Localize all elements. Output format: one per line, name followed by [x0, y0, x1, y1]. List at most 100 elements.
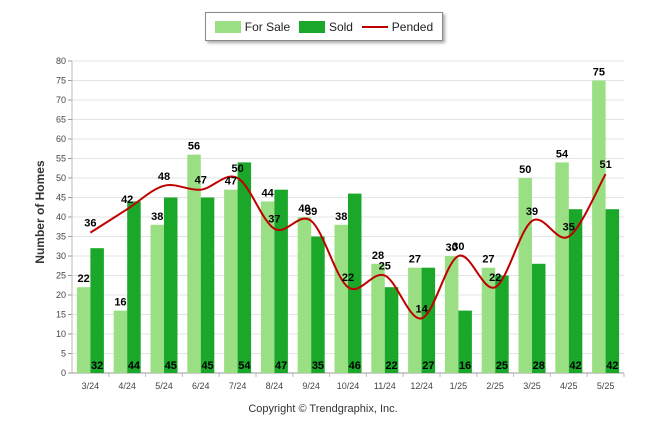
data-label-sold: 32: [91, 360, 103, 372]
y-tick-label: 45: [56, 193, 66, 203]
data-label-pended: 35: [563, 222, 575, 234]
data-label-for-sale: 38: [151, 211, 163, 223]
data-label-pended: 39: [305, 206, 317, 218]
x-tick-label: 5/25: [597, 381, 615, 391]
bar-for-sale: [260, 201, 275, 373]
y-axis-title: Number of Homes: [33, 160, 47, 264]
x-tick-label: 11/24: [374, 381, 396, 391]
data-label-sold: 28: [533, 360, 545, 372]
data-label-pended: 22: [489, 272, 501, 284]
data-label-for-sale: 22: [78, 273, 90, 285]
bar-sold: [200, 197, 215, 373]
bar-for-sale: [113, 310, 128, 373]
chart-legend: For Sale Sold Pended: [205, 12, 443, 41]
data-label-sold: 46: [349, 360, 361, 372]
y-tick-label: 55: [56, 154, 66, 164]
y-tick-label: 35: [56, 232, 66, 242]
bar-sold: [458, 310, 472, 373]
x-tick-label: 4/24: [118, 381, 136, 391]
bar-sold: [384, 287, 399, 373]
x-tick-label: 12/24: [410, 381, 433, 391]
x-tick-label: 4/25: [560, 381, 578, 391]
y-tick-label: 20: [56, 290, 66, 300]
data-label-for-sale: 75: [593, 67, 605, 79]
legend-item-for-sale: For Sale: [214, 19, 291, 34]
data-label-pended: 50: [231, 163, 243, 175]
y-tick-label: 30: [56, 251, 66, 261]
bar-sold: [605, 209, 620, 373]
x-tick-label: 6/24: [192, 381, 210, 391]
data-label-sold: 45: [165, 360, 177, 372]
y-tick-label: 25: [56, 271, 66, 281]
data-label-for-sale: 47: [225, 176, 237, 188]
bar-sold: [127, 201, 141, 373]
data-label-sold: 54: [238, 360, 251, 372]
bar-for-sale: [150, 224, 164, 373]
legend-swatch-sold: [298, 20, 325, 33]
data-label-for-sale: 38: [335, 211, 347, 223]
legend-label-for-sale: For Sale: [244, 19, 291, 34]
bar-for-sale: [408, 267, 422, 373]
data-label-sold: 42: [606, 360, 618, 372]
data-label-sold: 42: [569, 360, 581, 372]
y-tick-label: 40: [56, 212, 66, 222]
bar-sold: [237, 162, 252, 373]
data-label-sold: 16: [459, 360, 471, 372]
legend-swatch-for-sale: [214, 20, 241, 33]
data-label-sold: 47: [275, 360, 287, 372]
data-label-for-sale: 30: [446, 242, 458, 254]
data-label-pended: 42: [121, 194, 133, 206]
data-label-pended: 37: [268, 214, 280, 226]
bar-sold: [311, 236, 325, 373]
bar-sold: [274, 189, 288, 373]
x-tick-label: 2/25: [486, 381, 504, 391]
data-label-pended: 36: [84, 218, 96, 230]
bar-for-sale: [518, 178, 532, 373]
bar-for-sale: [334, 224, 348, 373]
data-label-for-sale: 27: [409, 254, 421, 266]
data-label-pended: 47: [195, 175, 207, 187]
y-tick-label: 5: [61, 349, 66, 359]
bar-sold: [90, 248, 104, 373]
y-tick-label: 65: [56, 115, 66, 125]
data-label-for-sale: 54: [556, 148, 569, 160]
legend-item-sold: Sold: [298, 19, 353, 34]
x-tick-label: 3/24: [82, 381, 100, 391]
data-label-pended: 39: [526, 206, 538, 218]
x-tick-label: 8/24: [266, 381, 284, 391]
legend-label-sold: Sold: [328, 19, 353, 34]
bar-for-sale: [297, 217, 312, 373]
bar-for-sale: [444, 256, 459, 373]
bar-for-sale: [371, 263, 385, 373]
x-tick-label: 10/24: [337, 381, 360, 391]
data-label-sold: 25: [496, 360, 508, 372]
bar-sold: [421, 267, 436, 373]
data-label-for-sale: 50: [519, 164, 531, 176]
y-tick-label: 50: [56, 173, 66, 183]
bar-for-sale: [76, 287, 91, 373]
bar-for-sale: [187, 154, 201, 373]
y-tick-label: 60: [56, 134, 66, 144]
y-tick-label: 70: [56, 95, 66, 105]
bar-sold: [348, 193, 362, 373]
data-label-pended: 48: [158, 171, 170, 183]
legend-label-pended: Pended: [391, 19, 434, 34]
data-label-pended: 25: [379, 261, 391, 273]
data-label-for-sale: 16: [114, 297, 126, 309]
y-tick-label: 0: [61, 368, 66, 378]
y-tick-label: 80: [56, 56, 66, 66]
bar-for-sale: [224, 189, 238, 373]
legend-item-pended: Pended: [361, 19, 434, 34]
data-label-sold: 35: [312, 360, 324, 372]
data-label-for-sale: 56: [188, 141, 200, 153]
copyright-text: Copyright © Trendgraphix, Inc.: [248, 403, 398, 415]
bar-sold: [164, 197, 178, 373]
legend-swatch-pended: [361, 25, 388, 28]
data-label-sold: 44: [128, 360, 141, 372]
x-tick-label: 1/25: [450, 381, 468, 391]
pended-line: [89, 173, 607, 320]
x-tick-label: 7/24: [229, 381, 247, 391]
y-tick-label: 15: [56, 310, 66, 320]
data-label-for-sale: 27: [482, 254, 494, 266]
